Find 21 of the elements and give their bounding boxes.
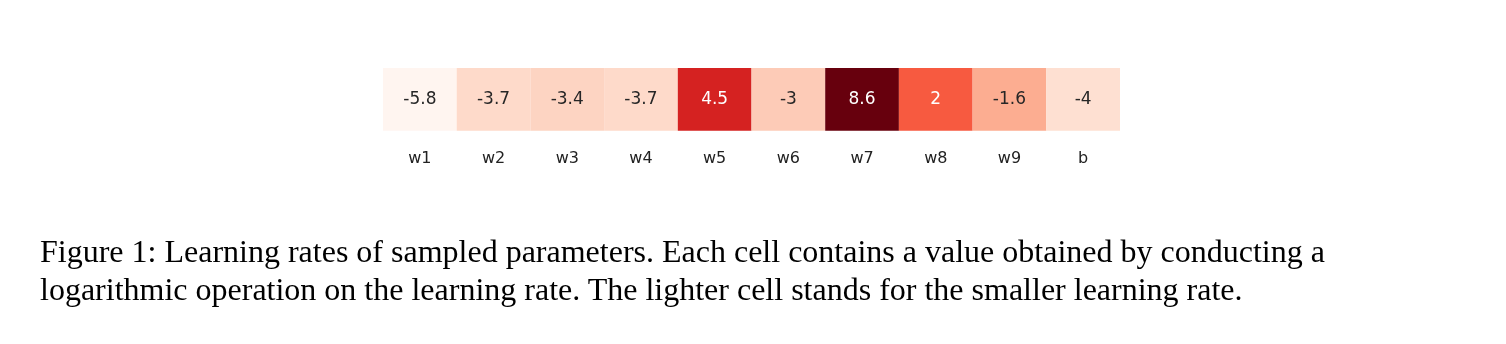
x-tick-label: w3 [555,147,579,167]
x-tick-label: w6 [776,147,800,167]
data-label: -5.8 [403,87,437,108]
data-label: -3.4 [550,87,584,108]
data-label: 4.5 [701,87,729,108]
x-tick-label: w8 [924,147,948,167]
data-label: 8.6 [848,87,876,108]
data-label: -3.7 [476,87,511,108]
x-tick-label: w4 [629,147,653,167]
data-label: -1.6 [992,87,1027,108]
x-tick-label: w7 [850,147,874,167]
caption: Figure 1: Learning rates of sampled parameters. Each cell contains a value obtained by conducting a logarithmic operation on the learning rate. The lighter cell stands for the smaller learning rate. [40,232,1326,308]
data-label: -3.7 [624,87,658,108]
x-tick-label: w5 [703,147,727,167]
data-label: 2 [930,87,942,108]
x-tick-label: w2 [481,147,506,167]
x-tick-label: w9 [997,147,1022,167]
x-tick-label: w1 [408,147,432,167]
data-label: -3 [779,87,797,108]
data-label: -4 [1074,87,1092,108]
x-tick-label: b [1078,147,1089,167]
